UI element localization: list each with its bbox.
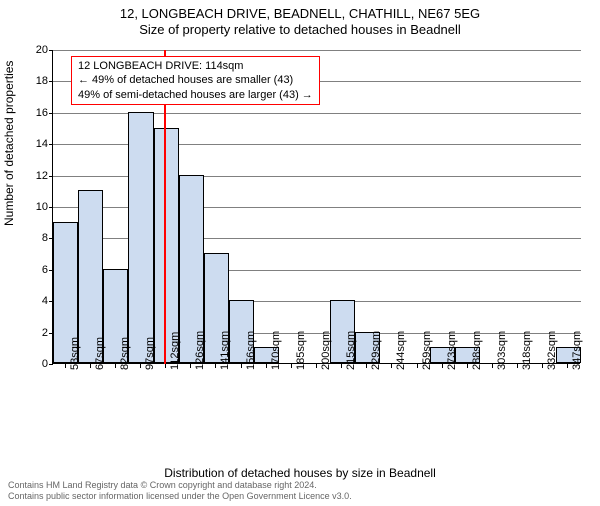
x-tick-label: 185sqm [295,331,307,370]
y-tick-label: 6 [24,264,48,276]
x-tick-mark [442,364,443,368]
x-tick-label: 215sqm [345,331,357,370]
x-tick-label: 347sqm [571,331,583,370]
x-tick-mark [115,364,116,368]
x-tick-label: 67sqm [94,337,106,370]
footer-line-2: Contains public sector information licen… [8,491,592,502]
x-tick-label: 244sqm [395,331,407,370]
y-tick-label: 10 [24,201,48,213]
chart-container: 12, LONGBEACH DRIVE, BEADNELL, CHATHILL,… [0,6,600,506]
x-tick-label: 303sqm [496,331,508,370]
y-tick-mark [49,81,53,82]
x-tick-mark [417,364,418,368]
x-tick-mark [65,364,66,368]
footer-line-1: Contains HM Land Registry data © Crown c… [8,480,592,491]
x-tick-label: 126sqm [194,331,206,370]
y-tick-label: 8 [24,232,48,244]
x-tick-label: 332sqm [546,331,558,370]
footer-attribution: Contains HM Land Registry data © Crown c… [8,480,592,502]
plot-area: 12 LONGBEACH DRIVE: 114sqm← 49% of detac… [52,50,580,364]
x-tick-label: 288sqm [471,331,483,370]
annotation-line-1: 12 LONGBEACH DRIVE: 114sqm [78,59,313,73]
x-tick-label: 259sqm [421,331,433,370]
x-tick-label: 82sqm [119,337,131,370]
x-tick-label: 273sqm [446,331,458,370]
y-tick-label: 18 [24,75,48,87]
x-tick-mark [241,364,242,368]
y-tick-label: 4 [24,295,48,307]
x-tick-label: 141sqm [219,331,231,370]
x-tick-mark [140,364,141,368]
x-tick-mark [316,364,317,368]
y-tick-mark [49,176,53,177]
x-tick-mark [215,364,216,368]
x-tick-label: 156sqm [245,331,257,370]
y-tick-mark [49,144,53,145]
x-tick-mark [190,364,191,368]
y-tick-label: 14 [24,138,48,150]
gridline [53,50,581,51]
x-tick-mark [517,364,518,368]
chart-title-sub: Size of property relative to detached ho… [0,22,600,37]
annotation-box: 12 LONGBEACH DRIVE: 114sqm← 49% of detac… [71,56,320,105]
x-tick-label: 200sqm [320,331,332,370]
annotation-line-2: ← 49% of detached houses are smaller (43… [78,73,313,87]
x-tick-mark [341,364,342,368]
annotation-line-3: 49% of semi-detached houses are larger (… [78,88,313,102]
x-tick-label: 229sqm [370,331,382,370]
x-tick-label: 318sqm [521,331,533,370]
y-tick-label: 12 [24,170,48,182]
y-tick-label: 16 [24,107,48,119]
x-tick-label: 112sqm [169,332,181,370]
x-axis-label: Distribution of detached houses by size … [0,466,600,480]
y-tick-mark [49,113,53,114]
x-tick-mark [567,364,568,368]
y-tick-mark [49,364,53,365]
x-tick-label: 170sqm [270,331,282,370]
x-tick-mark [291,364,292,368]
chart-title-main: 12, LONGBEACH DRIVE, BEADNELL, CHATHILL,… [0,6,600,21]
y-tick-mark [49,207,53,208]
x-tick-mark [492,364,493,368]
x-tick-mark [165,364,166,368]
y-tick-label: 2 [24,327,48,339]
x-tick-label: 53sqm [69,337,81,370]
y-axis-label: Number of detached properties [2,61,16,226]
x-tick-mark [467,364,468,368]
y-tick-label: 0 [24,358,48,370]
chart-area: 12 LONGBEACH DRIVE: 114sqm← 49% of detac… [52,50,580,410]
x-tick-mark [266,364,267,368]
x-tick-mark [391,364,392,368]
x-tick-mark [90,364,91,368]
y-tick-label: 20 [24,44,48,56]
x-tick-mark [366,364,367,368]
y-tick-mark [49,50,53,51]
histogram-bar [128,112,153,363]
x-tick-label: 97sqm [144,337,156,370]
x-tick-mark [542,364,543,368]
